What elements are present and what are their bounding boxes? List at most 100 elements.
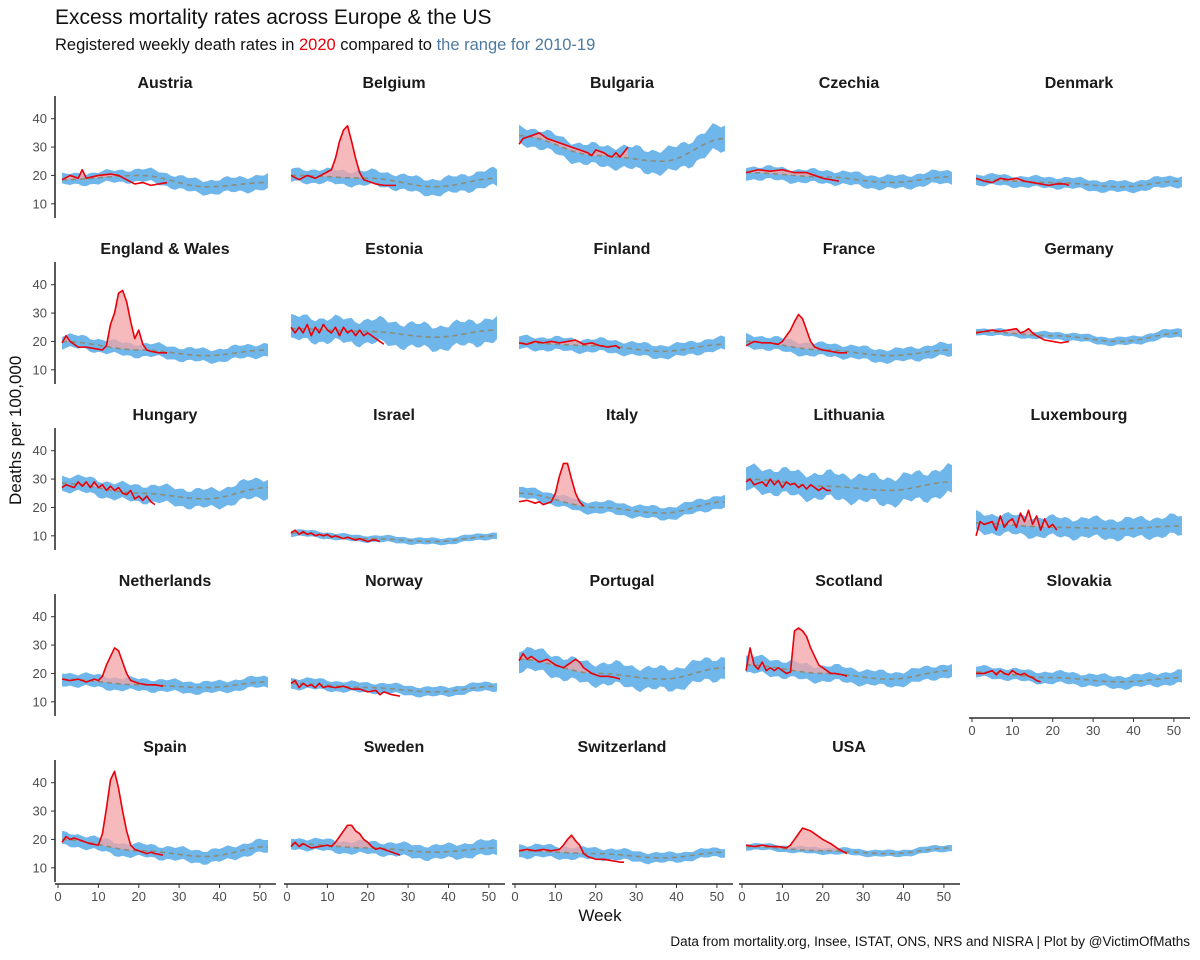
y-axis-title: Deaths per 100,000 <box>6 356 26 505</box>
excess-area <box>291 125 397 182</box>
x-tick-label: 0 <box>968 723 975 738</box>
panel-title: Portugal <box>590 573 655 590</box>
panel-switzerland: Switzerland 0 10 20 30 40 50 <box>511 739 733 904</box>
panel-title: Norway <box>365 573 423 590</box>
panel-title: Austria <box>137 75 192 92</box>
panel-title: France <box>823 241 876 258</box>
subtitle-prefix: Registered weekly death rates in <box>55 36 299 54</box>
panel-title: Denmark <box>1045 75 1114 92</box>
line-2020 <box>976 669 1041 683</box>
panel-netherlands: Netherlands 10 20 30 40 <box>33 573 268 716</box>
range-band <box>746 463 952 508</box>
panel-finland: Finland <box>518 241 725 360</box>
x-tick-label: 50 <box>1167 723 1181 738</box>
panel-denmark: Denmark <box>975 75 1182 194</box>
x-tick-label: 10 <box>91 889 105 904</box>
panel-title: USA <box>832 739 866 756</box>
excess-area <box>62 771 163 853</box>
y-tick-label: 40 <box>33 775 47 790</box>
mean-line <box>746 845 952 855</box>
x-tick-label: 20 <box>361 889 375 904</box>
mean-line <box>976 671 1182 683</box>
mean-line <box>62 340 268 357</box>
mean-line <box>62 838 268 858</box>
panel-title: Czechia <box>819 75 880 92</box>
panel-germany: Germany <box>975 241 1182 347</box>
x-tick-label: 0 <box>283 889 290 904</box>
x-tick-label: 50 <box>253 889 267 904</box>
x-tick-label: 40 <box>441 889 455 904</box>
panel-title: Hungary <box>133 407 198 424</box>
panel-lithuania: Lithuania <box>745 407 952 508</box>
mean-line <box>976 522 1182 530</box>
mean-line <box>291 532 497 543</box>
y-tick-label: 30 <box>33 472 47 487</box>
mean-line <box>976 178 1182 188</box>
panel-bulgaria: Bulgaria <box>518 75 726 176</box>
excess-area <box>62 647 163 686</box>
x-tick-label: 40 <box>896 889 910 904</box>
range-band <box>291 677 497 698</box>
mean-line <box>519 342 725 353</box>
panel-title: Sweden <box>364 739 424 756</box>
panel-hungary: Hungary 10 20 30 40 <box>33 407 268 550</box>
panel-title: Bulgaria <box>590 75 654 92</box>
excess-area <box>746 828 847 852</box>
panel-france: France <box>745 241 952 365</box>
y-tick-label: 30 <box>33 306 47 321</box>
mean-line <box>746 478 952 492</box>
chart-title: Excess mortality rates across Europe & t… <box>55 6 492 29</box>
line-2020 <box>975 509 1058 537</box>
line-2020 <box>290 529 381 543</box>
panel-italy: Italy <box>518 407 725 521</box>
x-axis-title: Week <box>578 906 622 925</box>
panel-title: Finland <box>594 241 651 258</box>
panel-title: Lithuania <box>813 407 884 424</box>
panel-belgium: Belgium <box>290 75 497 197</box>
line-2020 <box>518 132 629 158</box>
subtitle-range: the range for 2010-19 <box>436 36 596 54</box>
panel-title: Scotland <box>815 573 883 590</box>
line-2020 <box>290 323 385 345</box>
x-tick-label: 30 <box>856 889 870 904</box>
panel-czechia: Czechia <box>745 75 952 191</box>
panel-title: Slovakia <box>1047 573 1112 590</box>
mean-line <box>62 678 268 689</box>
y-tick-label: 10 <box>33 362 47 377</box>
range-band <box>976 664 1182 691</box>
x-tick-label: 40 <box>669 889 683 904</box>
y-tick-label: 30 <box>33 140 47 155</box>
x-tick-label: 30 <box>1086 723 1100 738</box>
range-band <box>976 510 1182 542</box>
x-tick-label: 40 <box>1126 723 1140 738</box>
panel-austria: Austria 10 20 30 40 <box>33 75 268 218</box>
x-tick-label: 10 <box>548 889 562 904</box>
line-2020 <box>518 652 621 680</box>
x-tick-label: 0 <box>738 889 745 904</box>
y-tick-label: 40 <box>33 277 47 292</box>
line-2020 <box>745 478 831 492</box>
panel-title: Germany <box>1044 241 1113 258</box>
mean-line <box>291 682 497 693</box>
line-2020 <box>61 481 156 506</box>
mean-line <box>746 340 952 357</box>
panel-scotland: Scotland <box>745 573 952 688</box>
mean-line <box>291 174 497 188</box>
line-2020 <box>745 168 840 182</box>
line-2020 <box>290 824 401 856</box>
panel-title: England & Wales <box>100 241 229 258</box>
excess-area <box>291 825 401 850</box>
subtitle-year: 2020 <box>298 36 336 54</box>
mean-line <box>291 327 497 338</box>
x-tick-label: 10 <box>775 889 789 904</box>
panel-title: Switzerland <box>578 739 667 756</box>
range-band <box>62 672 268 695</box>
x-tick-label: 20 <box>589 889 603 904</box>
line-2020 <box>745 313 847 354</box>
line-2020 <box>518 339 621 350</box>
panel-norway: Norway <box>290 573 497 698</box>
range-band <box>519 486 725 521</box>
panel-sweden: Sweden 0 10 20 30 40 50 <box>283 739 505 904</box>
chart-caption: Data from mortality.org, Insee, ISTAT, O… <box>670 934 1190 949</box>
panel-title: Luxembourg <box>1031 407 1128 424</box>
